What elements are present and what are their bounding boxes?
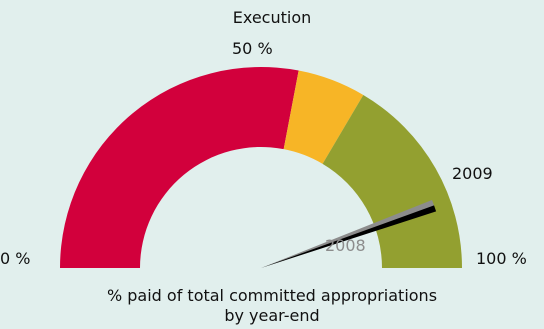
gauge-bands xyxy=(60,66,462,269)
needle-2008 xyxy=(261,199,435,268)
gauge-needles xyxy=(261,199,437,268)
gauge-band-2 xyxy=(322,94,462,269)
caption-line-1: % paid of total committed appropriations xyxy=(106,286,438,305)
chart-caption: % paid of total committed appropriations… xyxy=(0,286,544,326)
gauge-band-1 xyxy=(283,70,364,164)
gauge-band-0 xyxy=(60,66,299,268)
needle-label-2009: 2009 xyxy=(452,164,493,183)
chart-title: Execution xyxy=(232,8,312,27)
scale-min-label: 0 % xyxy=(0,249,31,268)
caption-line-2: by year-end xyxy=(224,306,320,325)
scale-mid-label: 50 % xyxy=(232,39,273,58)
needle-label-2008: 2008 xyxy=(325,236,366,255)
scale-max-label: 100 % xyxy=(476,249,527,268)
needle-2009 xyxy=(261,205,437,268)
